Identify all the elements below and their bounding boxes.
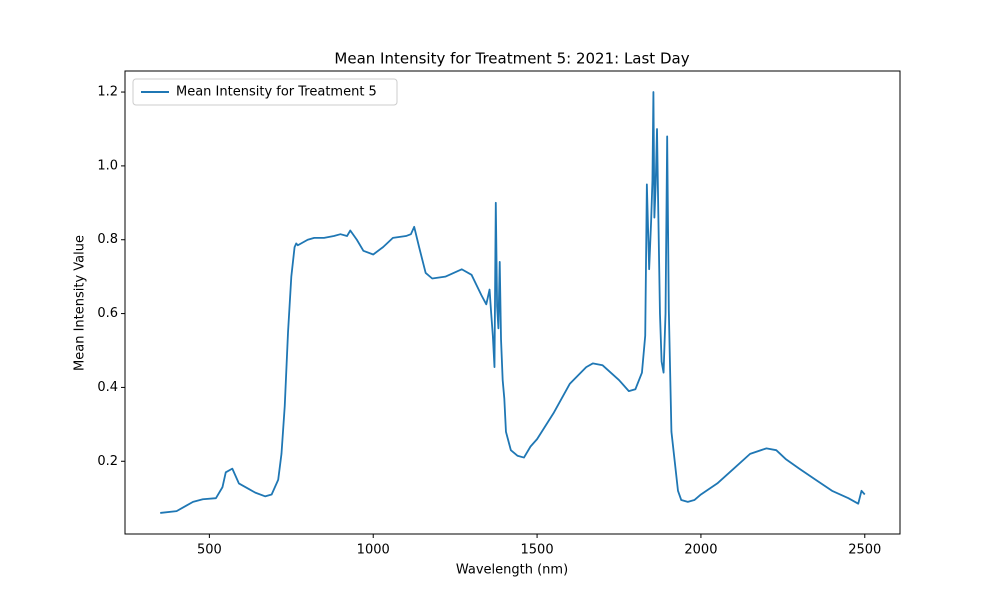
- y-axis-label: Mean Intensity Value: [73, 235, 88, 371]
- data-line: [160, 91, 866, 514]
- x-axis-label: Wavelength (nm): [456, 563, 568, 578]
- y-tick-label: 0.6: [97, 306, 118, 321]
- y-tick-label: 0.8: [97, 232, 118, 247]
- y-tick-label: 1.0: [97, 158, 118, 173]
- y-tick-label: 1.2: [97, 85, 118, 100]
- plot-frame: [124, 70, 901, 535]
- x-tick-label: 1500: [521, 543, 554, 558]
- y-tick-label: 0.2: [97, 454, 118, 469]
- x-tick-label: 500: [197, 543, 222, 558]
- chart-title: Mean Intensity for Treatment 5: 2021: La…: [334, 50, 689, 68]
- x-tick-label: 1000: [357, 543, 390, 558]
- x-tick-label: 2500: [848, 543, 881, 558]
- legend-box: [132, 78, 398, 106]
- x-tick-label: 2000: [684, 543, 717, 558]
- y-tick-label: 0.4: [97, 380, 118, 395]
- legend-label: Mean Intensity for Treatment 5: [176, 85, 377, 100]
